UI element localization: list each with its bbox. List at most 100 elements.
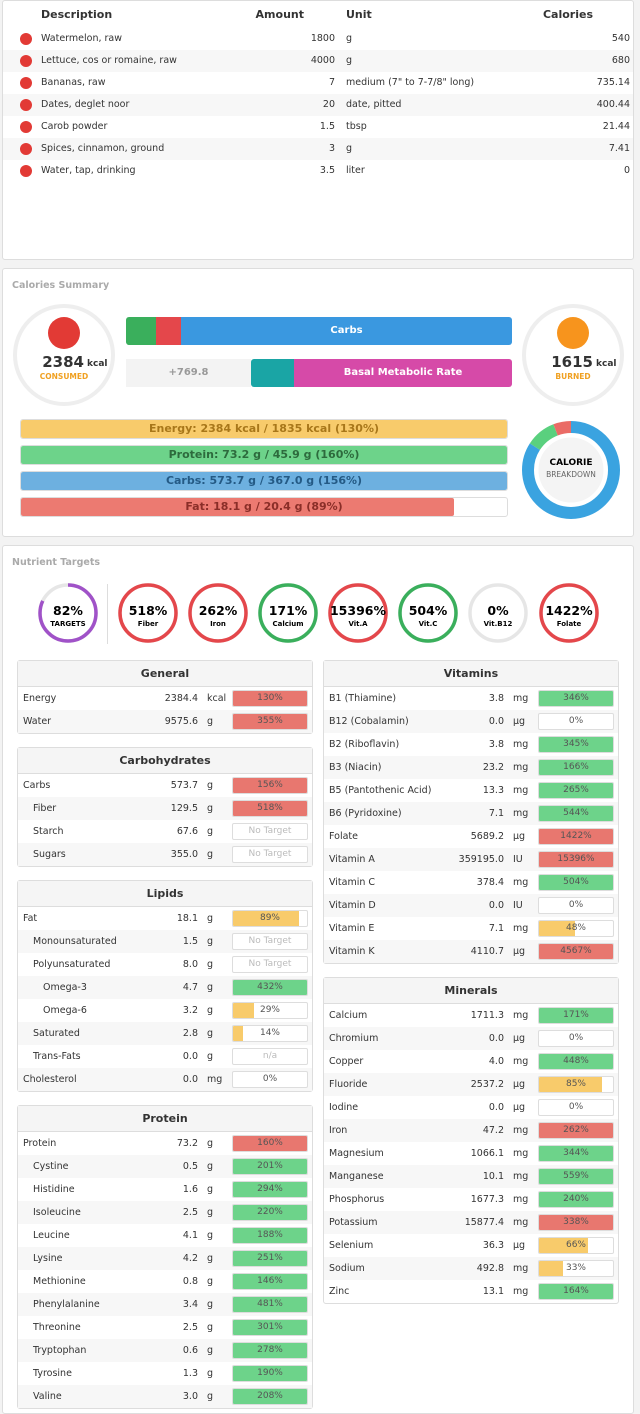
apple-icon [20,143,32,155]
percent-fill [539,760,613,775]
panel-title: Carbohydrates [18,748,312,774]
percent-fill [233,1251,307,1266]
nutrient-amount: 4.2 [182,1253,198,1264]
percent-label: 208% [257,1391,283,1401]
nutrient-name: Copper [329,1056,364,1067]
target-circle: 262% Iron [188,583,248,643]
nutrient-name: Fiber [33,803,57,814]
seg [156,317,181,345]
nutrient-unit: g [207,780,214,791]
nutrient-unit: mg [513,1217,529,1228]
percent-label: 448% [563,1056,589,1066]
nutrient-row: Phenylalanine 3.4 g 481% [18,1293,312,1316]
cell: Bananas, raw [41,77,106,88]
percent-fill [539,1261,564,1276]
nutrient-name: Sodium [329,1263,365,1274]
percent-label: 0% [568,1102,584,1112]
nutrient-amount: 355.0 [170,849,198,860]
food-row: Carob powder 1.5 tbsp 21.44 [3,116,633,138]
percent-fill [233,1274,307,1289]
nutrient-amount: 1677.3 [470,1194,504,1205]
cell: g [346,143,353,154]
target-circle: 15396% Vit.A [328,583,388,643]
section-title: Calories Summary [12,280,110,291]
target-percent: 518% [129,603,168,618]
seg [251,359,294,387]
food-row: Bananas, raw 7 medium (7" to 7-7/8" long) 7… [3,72,633,94]
percent-fill [539,1077,602,1092]
percent-label: 156% [257,780,283,790]
percent-label: No Target [248,936,292,946]
nutrient-unit: g [207,1391,214,1402]
nutrient-name: Protein [23,1138,57,1149]
percent-box: 89% [232,910,308,927]
percent-label: 4567% [560,946,592,956]
donut-label: BREAKDOWN [546,470,596,479]
nutrient-amount: 0.0 [488,1102,504,1113]
ring-arc [188,583,248,643]
intake-bar: Carbs [181,317,512,345]
percent-fill [233,1159,307,1174]
nutrient-row: Omega-3 4.7 g 432% [18,976,312,999]
percent-label: 0% [262,1074,278,1084]
nutrient-amount: 4.1 [182,1230,198,1241]
food-row: Spices, cinnamon, ground 3 g 7.41 [3,138,633,160]
nutrient-amount: 13.3 [482,785,504,796]
donut-segment [522,421,620,519]
panel-title: General [18,661,312,687]
percent-label: 544% [563,808,589,818]
percent-fill [233,1320,307,1335]
percent-label: 301% [257,1322,283,1332]
percent-fill [233,1366,307,1381]
percent-box: 344% [538,1145,614,1162]
nutrient-row: Fat 18.1 g 89% [18,907,312,930]
unit: kcal [596,359,617,369]
nutrient-name: Omega-3 [43,982,87,993]
nutrient-name: Fat [23,913,38,924]
nutrient-amount: 4110.7 [470,946,504,957]
percent-box: 15396% [538,851,614,868]
summary-card: Calories Summary 2384 kcal CONSUMED 1615 kca… [2,268,634,537]
nutrient-row: Folate 5689.2 µg 1422% [324,825,618,848]
percent-fill [539,1008,613,1023]
nutrient-amount: 359195.0 [458,854,504,865]
nutrient-unit: mg [513,1148,529,1159]
nutrient-amount: 2537.2 [470,1079,504,1090]
ring-arc [258,583,318,643]
nutrient-unit: g [207,1299,214,1310]
percent-label: 294% [257,1184,283,1194]
nutrient-name: Vitamin C [329,877,376,888]
percent-label: 164% [563,1286,589,1296]
percent-fill [233,801,307,816]
nutrient-name: Vitamin E [329,923,375,934]
percent-box: No Target [232,846,308,863]
percent-box: 301% [232,1319,308,1336]
nutrient-amount: 9575.6 [164,716,198,727]
ring-arc [118,583,178,643]
nutrient-row: Water 9575.6 g 355% [18,710,312,733]
left-column: General Energy 2384.4 kcal 130% Water 9575.6 g 3… [17,660,313,1409]
percent-fill [539,691,613,706]
percent-fill [539,783,613,798]
nutrient-name: Water [23,716,52,727]
percent-box: 0% [538,713,614,730]
percent-fill [233,1182,307,1197]
nutrient-unit: mg [513,1286,529,1297]
nutrient-name: Threonine [33,1322,81,1333]
percent-label: 504% [563,877,589,887]
nutrient-name: B3 (Niacin) [329,762,382,773]
caption: CONSUMED [39,372,89,381]
percent-box: 220% [232,1204,308,1221]
nutrient-amount: 13.1 [482,1286,504,1297]
percent-box: 355% [232,713,308,730]
nutrient-row: Tyrosine 1.3 g 190% [18,1362,312,1385]
target-label: Iron [210,620,226,628]
target-label: Vit.C [419,620,438,628]
percent-fill [233,1343,307,1358]
nutrient-row: Sodium 492.8 mg 33% [324,1257,618,1280]
percent-box: 4567% [538,943,614,960]
nutrient-amount: 0.8 [182,1276,198,1287]
nutrient-name: Selenium [329,1240,374,1251]
nutrient-amount: 0.0 [488,716,504,727]
percent-box: 85% [538,1076,614,1093]
